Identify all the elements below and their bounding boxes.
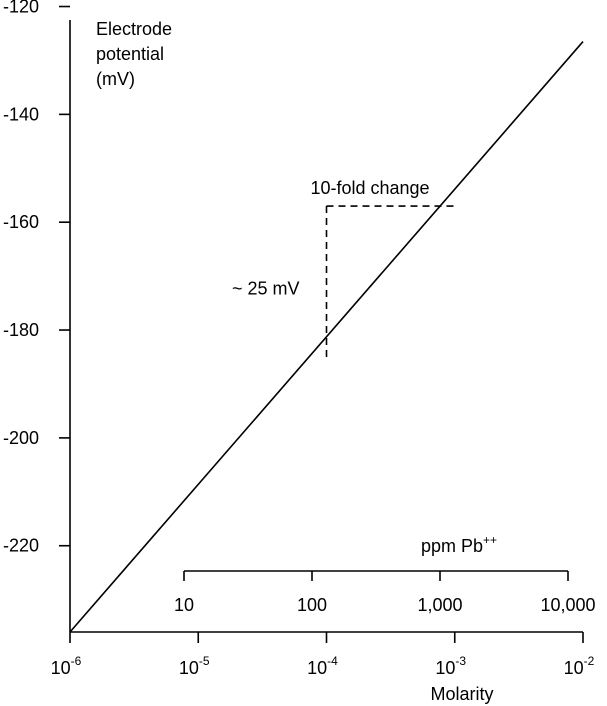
y-tick-label: -180 bbox=[3, 320, 39, 340]
rise-annotation-label: ~ 25 mV bbox=[232, 279, 300, 299]
ppm-tick-label: 100 bbox=[297, 595, 327, 615]
x-axis-label: Molarity bbox=[430, 684, 493, 704]
y-axis-label-line-3: (mV) bbox=[96, 69, 135, 89]
x-tick-label: 10-5 bbox=[179, 654, 210, 678]
step-annotation-label: 10-fold change bbox=[310, 178, 429, 198]
ppm-axis: 10 100 1,000 10,000 ppm Pb++ bbox=[174, 533, 596, 615]
y-tick-label: -220 bbox=[3, 536, 39, 556]
x-tick-label: 10-4 bbox=[307, 654, 338, 678]
y-tick-label: -120 bbox=[3, 0, 39, 17]
y-tick-label: -200 bbox=[3, 428, 39, 448]
y-axis-label-line-2: potential bbox=[96, 44, 164, 64]
ppm-tick-label: 1,000 bbox=[417, 595, 462, 615]
x-ticks: 10-6 10-5 10-4 10-3 10-2 bbox=[51, 632, 595, 678]
x-tick-label: 10-2 bbox=[564, 654, 595, 678]
ppm-axis-label: ppm Pb++ bbox=[421, 533, 497, 556]
series-line bbox=[69, 41, 584, 633]
ppm-tick-label: 10,000 bbox=[540, 595, 595, 615]
y-tick-label: -140 bbox=[3, 104, 39, 124]
plot-area: 10-fold change ~ 25 mV bbox=[69, 41, 584, 633]
y-ticks: -120 -140 -160 -180 -200 -220 bbox=[3, 0, 70, 556]
axes bbox=[69, 20, 583, 633]
x-tick-label: 10-3 bbox=[435, 654, 466, 678]
y-axis-label-line-1: Electrode bbox=[96, 19, 172, 39]
y-axis-label: Electrode potential (mV) bbox=[96, 19, 172, 89]
y-tick-label: -160 bbox=[3, 212, 39, 232]
ppm-tick-label: 10 bbox=[174, 595, 194, 615]
x-tick-label: 10-6 bbox=[51, 654, 82, 678]
